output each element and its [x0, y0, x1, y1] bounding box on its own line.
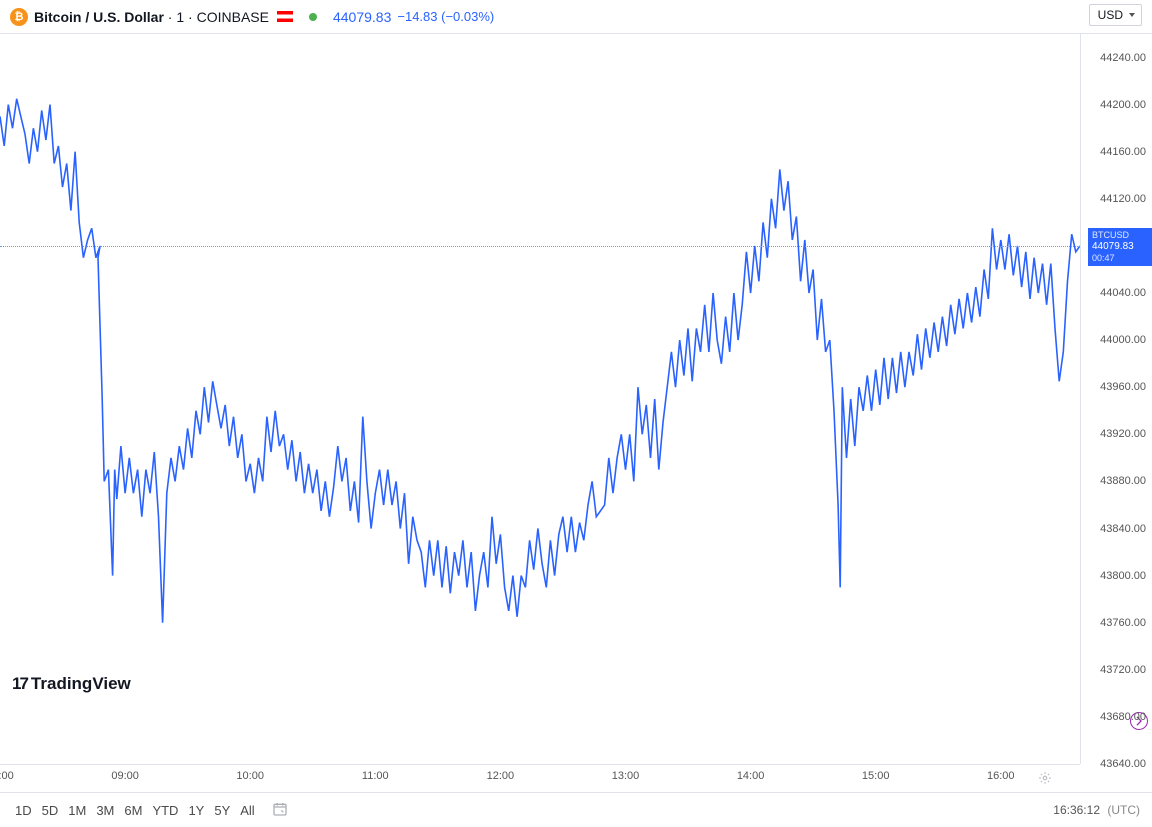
x-tick-label: 14:00 — [737, 770, 765, 782]
price-tag-countdown: 00:47 — [1092, 253, 1148, 264]
range-6m[interactable]: 6M — [119, 799, 147, 822]
last-price: 44079.83 — [333, 9, 391, 25]
price-change: −14.83 (−0.03%) — [397, 9, 494, 24]
y-tick-label: 44160.00 — [1100, 146, 1146, 158]
x-axis[interactable]: 08:00 09:00 10:00 11:00 12:00 13:00 14:00 15:00… — [0, 764, 1080, 792]
range-all[interactable]: All — [235, 799, 259, 822]
chart-area: 17TradingView BTCUSD 44079.83 00:47 4424… — [0, 34, 1152, 792]
flag-icon — [277, 11, 293, 22]
y-tick-label: 43880.00 — [1100, 475, 1146, 487]
exchange-label[interactable]: COINBASE — [197, 9, 269, 25]
dot-sep: · — [184, 9, 196, 25]
tradingview-logo[interactable]: 17TradingView — [12, 674, 131, 694]
range-5d[interactable]: 5D — [37, 799, 64, 822]
y-tick-label: 44120.00 — [1100, 193, 1146, 205]
interval-label[interactable]: 1 — [176, 9, 184, 25]
y-axis[interactable]: BTCUSD 44079.83 00:47 44240.00 44200.00 44… — [1080, 34, 1152, 764]
price-tag-symbol: BTCUSD — [1092, 230, 1148, 241]
gear-icon[interactable] — [1038, 771, 1052, 785]
x-tick-label: 08:00 — [0, 770, 14, 782]
y-tick-label: 43640.00 — [1100, 758, 1146, 770]
price-tag-value: 44079.83 — [1092, 241, 1148, 253]
y-tick-label: 44200.00 — [1100, 99, 1146, 111]
x-tick-label: 10:00 — [236, 770, 264, 782]
clock-tz: (UTC) — [1107, 803, 1140, 817]
change-abs: −14.83 — [397, 9, 437, 24]
x-tick-label: 09:00 — [111, 770, 139, 782]
x-tick-label: 11:00 — [362, 770, 389, 782]
x-tick-label: 13:00 — [612, 770, 640, 782]
clock-time: 16:36:12 — [1053, 803, 1100, 817]
current-price-line — [0, 246, 1080, 247]
tv-mark-icon: 17 — [12, 674, 27, 693]
range-3m[interactable]: 3M — [91, 799, 119, 822]
change-pct: (−0.03%) — [441, 9, 494, 24]
currency-select[interactable]: USD — [1089, 4, 1142, 26]
currency-label: USD — [1098, 8, 1123, 22]
market-status-dot — [309, 13, 317, 21]
clock-display[interactable]: 16:36:12 (UTC) — [1053, 803, 1140, 817]
y-tick-label: 43680.00 — [1100, 711, 1146, 723]
range-buttons: 1D5D1M3M6MYTD1Y5YAll — [10, 803, 260, 818]
dot-sep: · — [164, 9, 176, 25]
price-line-series — [0, 99, 1080, 623]
bitcoin-icon: ₿ — [10, 8, 28, 26]
y-tick-label: 43920.00 — [1100, 428, 1146, 440]
chart-svg — [0, 34, 1080, 764]
chart-plot[interactable]: 17TradingView — [0, 34, 1080, 764]
y-tick-label: 44000.00 — [1100, 334, 1146, 346]
y-tick-label: 43720.00 — [1100, 664, 1146, 676]
y-tick-label: 43840.00 — [1100, 523, 1146, 535]
tv-logo-text: TradingView — [31, 674, 131, 693]
x-tick-label: 15:00 — [862, 770, 890, 782]
chart-header: ₿ Bitcoin / U.S. Dollar · 1 · COINBASE 4… — [0, 0, 1152, 34]
y-tick-label: 44240.00 — [1100, 52, 1146, 64]
y-tick-label: 43960.00 — [1100, 381, 1146, 393]
range-ytd[interactable]: YTD — [147, 799, 183, 822]
x-tick-label: 16:00 — [987, 770, 1015, 782]
y-tick-label: 44040.00 — [1100, 287, 1146, 299]
price-tag: BTCUSD 44079.83 00:47 — [1088, 228, 1152, 266]
range-1m[interactable]: 1M — [63, 799, 91, 822]
x-tick-label: 12:00 — [487, 770, 515, 782]
calendar-icon[interactable] — [272, 801, 288, 820]
range-1y[interactable]: 1Y — [183, 799, 209, 822]
y-tick-label: 43800.00 — [1100, 570, 1146, 582]
y-tick-label: 43760.00 — [1100, 617, 1146, 629]
range-1d[interactable]: 1D — [10, 799, 37, 822]
chart-footer: 1D5D1M3M6MYTD1Y5YAll 16:36:12 (UTC) — [0, 792, 1152, 827]
symbol-title[interactable]: Bitcoin / U.S. Dollar — [34, 9, 164, 25]
range-5y[interactable]: 5Y — [209, 799, 235, 822]
